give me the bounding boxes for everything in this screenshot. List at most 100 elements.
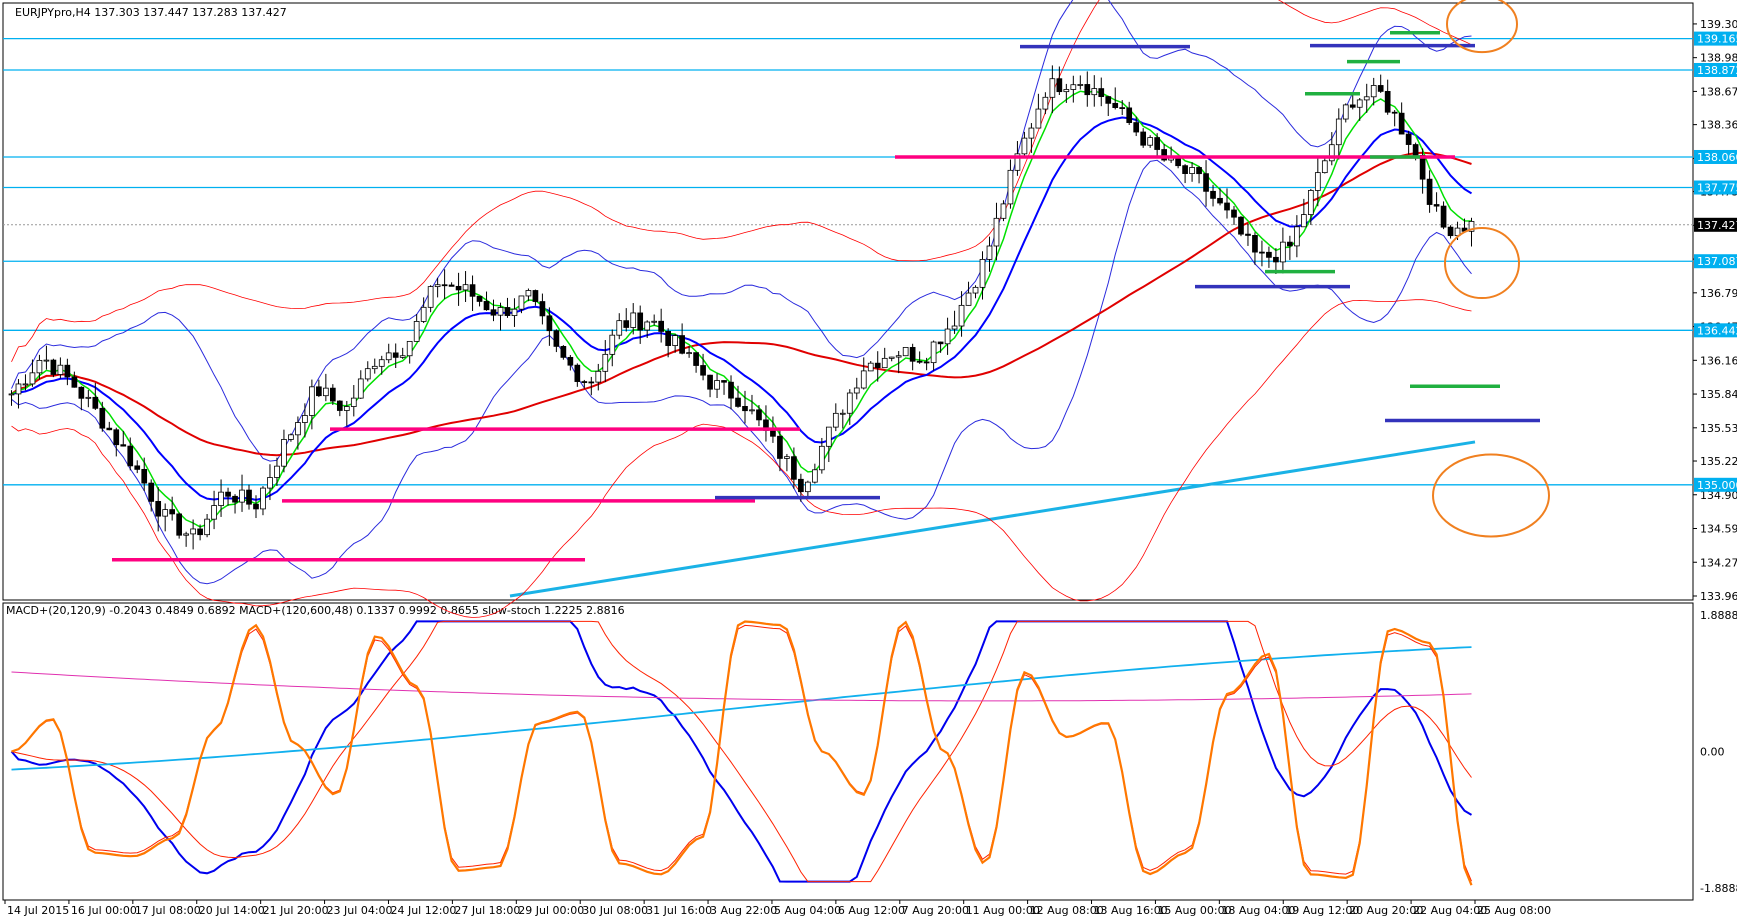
candle-up — [609, 334, 616, 355]
candle-down — [92, 396, 99, 409]
candle-down — [791, 456, 797, 480]
horizontal-levels — [3, 37, 1693, 486]
level-label: 139.165 — [1697, 33, 1737, 46]
candle-down — [623, 320, 630, 328]
level-label-box — [1694, 323, 1737, 338]
candle-down — [469, 284, 476, 297]
time-tick-label: 11 Aug 00:00 — [966, 904, 1040, 917]
candle-down — [1112, 102, 1119, 108]
candle-down — [50, 359, 57, 375]
candle-up — [644, 321, 651, 331]
candle-up — [888, 356, 895, 359]
candle-down — [176, 513, 182, 536]
candle-up — [846, 392, 853, 414]
macd-signal — [11, 620, 1472, 883]
candle-up — [1307, 190, 1314, 216]
indicator-lines — [10, 0, 1473, 618]
sub-indicator-header: MACD+(20,120,9) -0.2043 0.4849 0.6892 MA… — [6, 604, 625, 617]
time-tick-label: 17 Jul 08:00 — [135, 904, 201, 917]
candle-down — [1405, 133, 1412, 145]
candle-up — [260, 487, 266, 510]
time-tick-label: 21 Jul 20:00 — [263, 904, 329, 917]
candle-up — [343, 406, 350, 411]
candle-down — [574, 364, 581, 382]
candle-up — [825, 426, 832, 447]
ema-slow — [10, 151, 1472, 457]
price-tick-label: 138.362 — [1700, 119, 1737, 132]
price-tick-label: 136.792 — [1700, 287, 1737, 300]
candle-up — [1147, 137, 1154, 146]
candle-up — [357, 378, 364, 399]
candle-down — [1391, 111, 1398, 114]
candle-down — [329, 387, 336, 402]
candle-up — [1035, 108, 1042, 129]
level-label: 135.000 — [1697, 479, 1737, 492]
candle-up — [1091, 88, 1098, 96]
candle-up — [839, 412, 846, 415]
candles — [8, 65, 1475, 550]
candle-down — [1084, 84, 1091, 96]
time-tick-label: 27 Jul 18:00 — [454, 904, 520, 917]
candle-up — [944, 328, 951, 345]
price-tick-label: 135.222 — [1700, 455, 1737, 468]
candle-down — [246, 489, 252, 505]
candle-up — [434, 284, 441, 288]
time-tick-label: 20 Aug 20:00 — [1349, 904, 1423, 917]
candle-down — [1259, 251, 1265, 254]
candle-down — [197, 528, 203, 536]
bollinger-upper — [11, 0, 1472, 462]
level-label: 138.872 — [1697, 64, 1737, 77]
candle-down — [700, 365, 706, 376]
candle-up — [218, 491, 224, 506]
candle-down — [1398, 112, 1405, 135]
candle-up — [1301, 214, 1307, 228]
candle-up — [288, 434, 294, 440]
candle-down — [923, 361, 930, 364]
candle-up — [1063, 89, 1070, 93]
candle-up — [295, 422, 301, 436]
candle-up — [323, 387, 329, 397]
price-tick-label: 138.987 — [1700, 52, 1737, 65]
time-tick-label: 5 Aug 04:00 — [774, 904, 841, 917]
candle-up — [525, 290, 532, 297]
candle-up — [986, 245, 993, 260]
current-price-box — [1694, 217, 1737, 232]
candle-up — [1000, 203, 1007, 219]
candle-up — [1321, 160, 1328, 174]
time-tick-label: 18 Aug 04:00 — [1221, 904, 1295, 917]
candle-down — [1182, 165, 1188, 174]
candle-down — [1210, 190, 1216, 199]
chart-title: EURJPYpro,H4 137.303 137.447 137.283 137… — [15, 6, 287, 19]
candle-down — [392, 352, 399, 358]
candle-up — [15, 383, 22, 395]
candle-down — [1440, 205, 1447, 228]
candle-down — [1175, 157, 1181, 167]
candle-down — [1273, 256, 1279, 263]
candle-up — [860, 370, 867, 389]
highlight-ellipse — [1432, 453, 1550, 538]
candle-up — [420, 306, 427, 322]
price-tick-label: 134.907 — [1700, 489, 1737, 502]
candle-up — [1042, 96, 1049, 110]
candle-down — [742, 406, 748, 412]
candle-down — [1426, 178, 1433, 205]
trend-lines — [509, 440, 1476, 598]
candle-up — [1328, 144, 1335, 162]
candle-up — [881, 357, 888, 369]
candle-up — [951, 325, 958, 330]
time-tick-label: 15 Aug 00:00 — [1157, 904, 1231, 917]
sub-tick-label: 0.00 — [1700, 746, 1725, 759]
stoch-signal — [11, 624, 1472, 882]
candle-down — [916, 360, 923, 363]
candle-up — [1363, 96, 1370, 101]
candle-up — [1314, 172, 1321, 191]
macd-slow-magenta — [11, 671, 1472, 702]
time-tick-label: 22 Aug 04:00 — [1413, 904, 1487, 917]
candle-up — [378, 359, 385, 367]
candle-down — [1224, 202, 1230, 211]
candle-up — [1189, 167, 1195, 174]
price-tick-label: 138.672 — [1700, 85, 1737, 98]
candle-up — [602, 353, 609, 372]
candle-down — [155, 500, 162, 517]
time-tick-label: 16 Jul 00:00 — [71, 904, 137, 917]
